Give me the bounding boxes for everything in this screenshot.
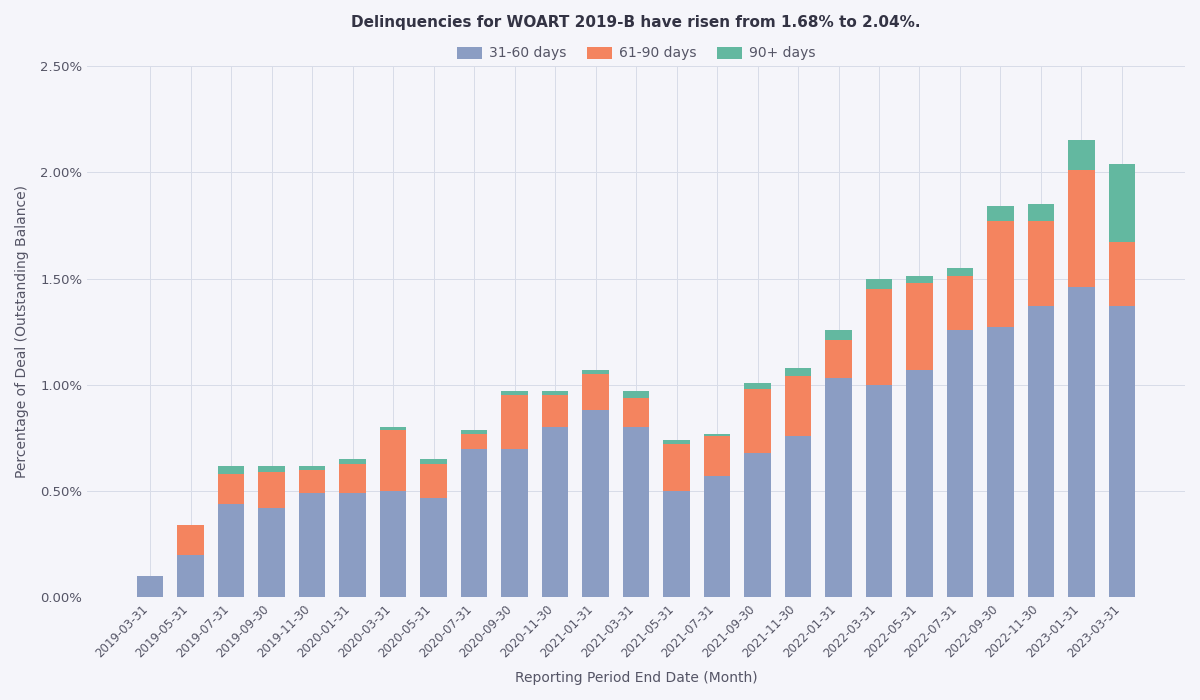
Bar bbox=[1109, 306, 1135, 598]
Bar bbox=[502, 449, 528, 598]
Bar bbox=[623, 428, 649, 598]
Bar bbox=[461, 434, 487, 449]
Y-axis label: Percentage of Deal (Outstanding Balance): Percentage of Deal (Outstanding Balance) bbox=[16, 186, 29, 478]
Bar bbox=[785, 368, 811, 377]
Bar bbox=[785, 436, 811, 598]
Bar bbox=[664, 444, 690, 491]
Bar bbox=[178, 555, 204, 598]
Bar bbox=[947, 330, 973, 598]
Bar bbox=[340, 459, 366, 463]
Bar bbox=[340, 463, 366, 494]
Bar bbox=[218, 474, 245, 504]
Bar bbox=[988, 221, 1014, 328]
Bar bbox=[785, 377, 811, 436]
Bar bbox=[1027, 221, 1054, 306]
Bar bbox=[340, 494, 366, 598]
Bar bbox=[1068, 140, 1094, 170]
Bar bbox=[1109, 164, 1135, 242]
Bar bbox=[1027, 306, 1054, 598]
Bar bbox=[582, 370, 608, 374]
Bar bbox=[866, 279, 892, 289]
Bar bbox=[744, 453, 770, 598]
Bar bbox=[420, 459, 446, 463]
Bar bbox=[704, 436, 730, 476]
Bar bbox=[1068, 170, 1094, 287]
Bar bbox=[988, 206, 1014, 221]
Bar bbox=[461, 430, 487, 434]
Bar bbox=[299, 470, 325, 494]
Bar bbox=[380, 428, 407, 430]
Bar bbox=[664, 440, 690, 444]
Bar bbox=[258, 508, 284, 598]
Bar bbox=[299, 494, 325, 598]
Title: Delinquencies for WOART 2019-B have risen from 1.68% to 2.04%.: Delinquencies for WOART 2019-B have rise… bbox=[352, 15, 920, 30]
Bar bbox=[744, 389, 770, 453]
Bar bbox=[826, 340, 852, 379]
Bar bbox=[299, 466, 325, 470]
Bar bbox=[866, 385, 892, 598]
Bar bbox=[218, 466, 245, 474]
Bar bbox=[704, 434, 730, 436]
Bar bbox=[866, 289, 892, 385]
Bar bbox=[420, 463, 446, 498]
Bar bbox=[380, 430, 407, 491]
Legend: 31-60 days, 61-90 days, 90+ days: 31-60 days, 61-90 days, 90+ days bbox=[451, 41, 821, 66]
Bar bbox=[947, 268, 973, 277]
Bar bbox=[1027, 204, 1054, 221]
Bar bbox=[582, 374, 608, 410]
Bar bbox=[542, 391, 569, 395]
Bar bbox=[1109, 242, 1135, 306]
Bar bbox=[906, 370, 932, 598]
Bar bbox=[542, 395, 569, 428]
Bar bbox=[1068, 287, 1094, 598]
Bar bbox=[988, 328, 1014, 598]
Bar bbox=[258, 472, 284, 508]
X-axis label: Reporting Period End Date (Month): Reporting Period End Date (Month) bbox=[515, 671, 757, 685]
Bar bbox=[947, 276, 973, 330]
Bar bbox=[826, 379, 852, 598]
Bar bbox=[218, 504, 245, 598]
Bar bbox=[664, 491, 690, 598]
Bar bbox=[542, 428, 569, 598]
Bar bbox=[906, 276, 932, 283]
Bar bbox=[623, 398, 649, 428]
Bar bbox=[623, 391, 649, 398]
Bar bbox=[826, 330, 852, 340]
Bar bbox=[502, 391, 528, 395]
Bar bbox=[461, 449, 487, 598]
Bar bbox=[420, 498, 446, 598]
Bar bbox=[258, 466, 284, 472]
Bar bbox=[744, 383, 770, 389]
Bar bbox=[906, 283, 932, 370]
Bar bbox=[502, 395, 528, 449]
Bar bbox=[704, 476, 730, 598]
Bar bbox=[137, 576, 163, 598]
Bar bbox=[178, 525, 204, 555]
Bar bbox=[582, 410, 608, 598]
Bar bbox=[380, 491, 407, 598]
